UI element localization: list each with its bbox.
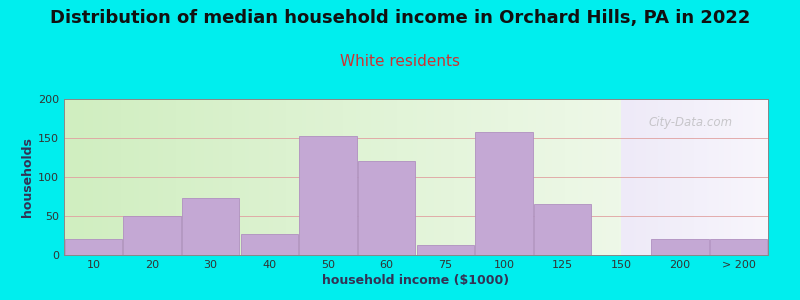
Bar — [241, 234, 298, 255]
Bar — [182, 198, 239, 255]
Bar — [534, 204, 591, 255]
Bar — [475, 132, 533, 255]
Bar — [299, 136, 357, 255]
Bar — [65, 239, 122, 255]
Bar — [710, 239, 767, 255]
Bar — [651, 239, 709, 255]
Text: White residents: White residents — [340, 54, 460, 69]
Y-axis label: households: households — [21, 137, 34, 217]
Bar — [123, 216, 181, 255]
X-axis label: household income ($1000): household income ($1000) — [322, 274, 510, 287]
Bar — [417, 245, 474, 255]
Text: City-Data.com: City-Data.com — [648, 116, 733, 129]
Text: Distribution of median household income in Orchard Hills, PA in 2022: Distribution of median household income … — [50, 9, 750, 27]
Bar — [358, 161, 415, 255]
